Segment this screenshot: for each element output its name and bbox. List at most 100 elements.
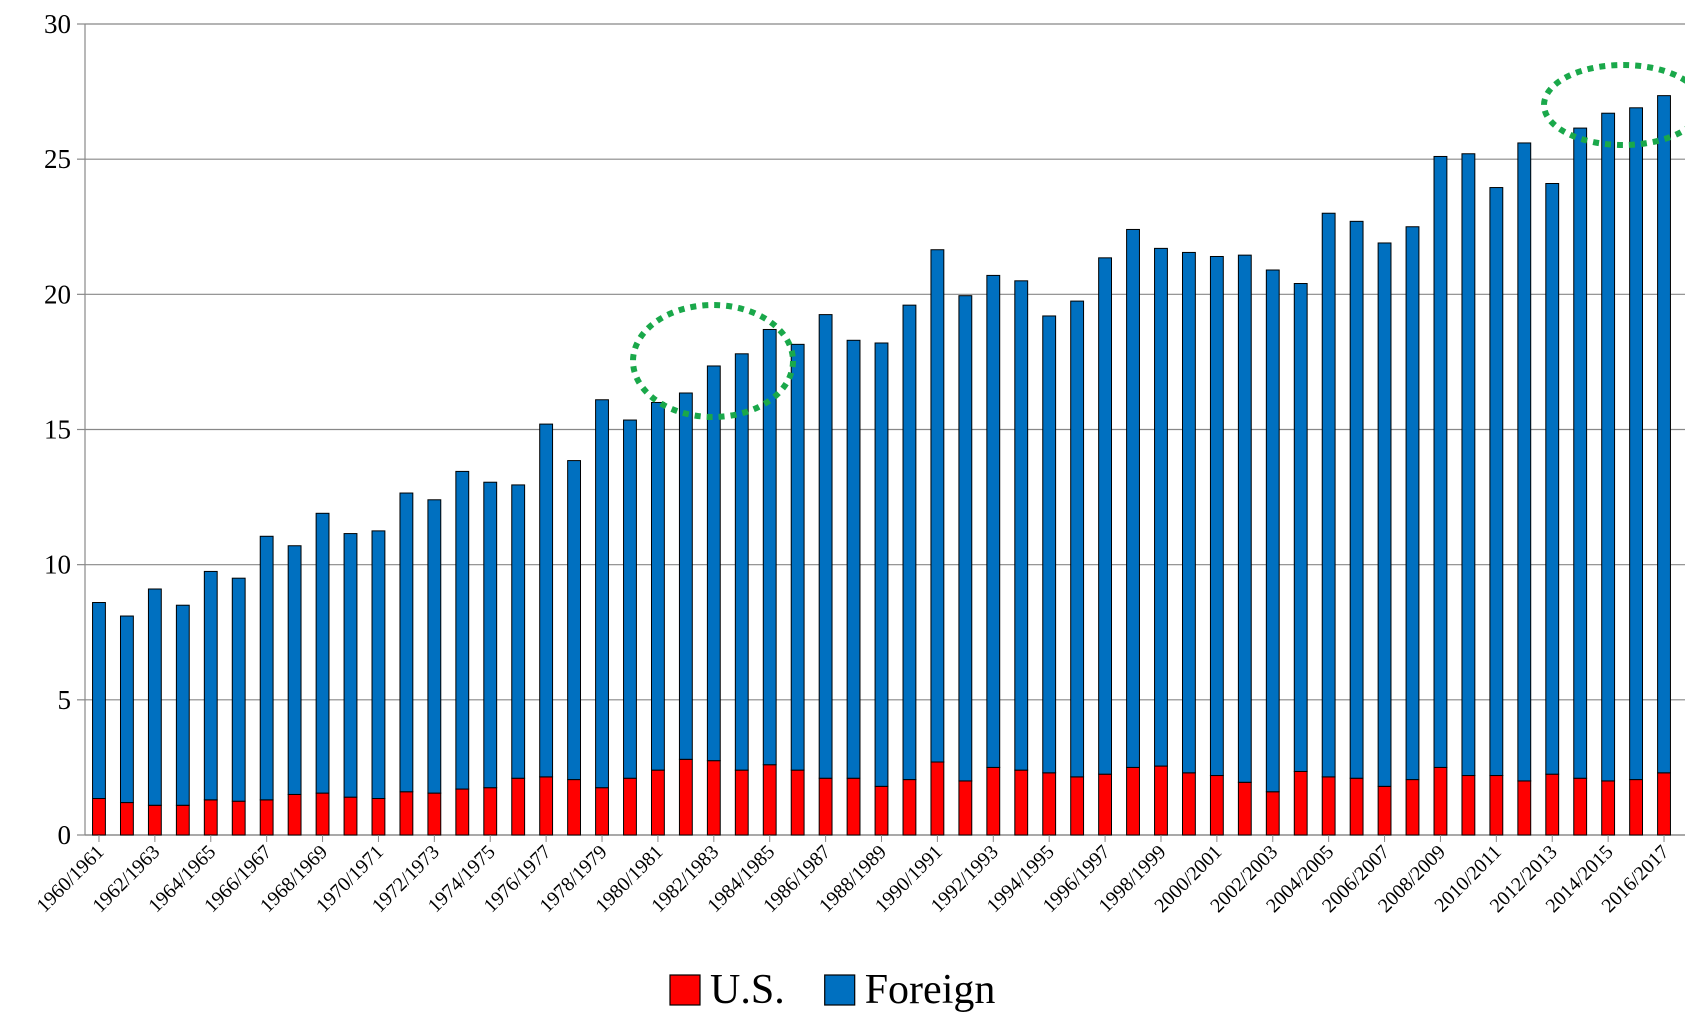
- bar-segment: [595, 787, 609, 836]
- legend-label: Foreign: [865, 967, 996, 1013]
- bar-segment: [371, 530, 386, 800]
- bar-segment: [1349, 220, 1364, 779]
- bar-segment: [846, 777, 861, 836]
- bar-segment: [706, 365, 721, 762]
- bar-segment: [1601, 780, 1616, 836]
- bar-segment: [818, 314, 833, 779]
- bar-segment: [650, 401, 665, 771]
- bar-segment: [343, 796, 358, 836]
- bar-segment: [147, 588, 162, 806]
- bar-segment: [92, 602, 106, 800]
- bar-segment: [1098, 773, 1113, 836]
- bar-segment: [119, 802, 134, 836]
- bar-segment: [1573, 777, 1588, 836]
- bar-segment: [595, 399, 609, 789]
- bar-segment: [1377, 242, 1392, 787]
- bar-segment: [427, 792, 442, 836]
- bar-segment: [1237, 254, 1252, 783]
- bar-segment: [231, 800, 246, 836]
- bar-segment: [1154, 247, 1168, 767]
- bar-segment: [1433, 766, 1448, 836]
- bar-segment: [92, 798, 106, 836]
- bar-segment: [1293, 283, 1308, 772]
- bar-segment: [343, 533, 358, 798]
- y-tick-label: 20: [44, 279, 71, 309]
- bar-segment: [762, 764, 777, 836]
- bar-segment: [790, 343, 805, 771]
- bar-segment: [259, 535, 274, 801]
- bar-segment: [1014, 769, 1029, 836]
- bar-segment: [1405, 779, 1420, 836]
- bar-segment: [1181, 772, 1196, 836]
- bar-segment: [1545, 773, 1560, 836]
- bar-segment: [175, 804, 190, 836]
- bar-segment: [734, 353, 749, 771]
- bar-segment: [706, 760, 721, 836]
- legend-swatch: [824, 974, 856, 1006]
- bar-segment: [1461, 153, 1476, 777]
- bar-segment: [1405, 226, 1420, 781]
- bar-segment: [287, 793, 302, 836]
- bar-segment: [511, 777, 526, 836]
- bar-segment: [1349, 777, 1364, 836]
- bar-segment: [958, 780, 973, 836]
- bar-segment: [539, 776, 554, 836]
- bar-segment: [1629, 107, 1644, 781]
- y-tick-label: 15: [44, 415, 71, 445]
- highlight-ellipse: [630, 302, 796, 420]
- bar-segment: [511, 484, 526, 779]
- bar-segment: [930, 761, 945, 836]
- bar-segment: [1098, 257, 1113, 775]
- y-tick-label: 5: [58, 685, 72, 715]
- bar-segment: [483, 481, 498, 789]
- bar-segment: [1657, 95, 1671, 774]
- bar-segment: [902, 304, 917, 781]
- bar-segment: [259, 799, 274, 836]
- bar-segment: [1377, 785, 1392, 836]
- bar-segment: [734, 769, 749, 836]
- bar-segment: [483, 787, 498, 836]
- bar-segment: [203, 799, 218, 836]
- bar-segment: [1657, 772, 1671, 836]
- bar-segment: [1126, 228, 1140, 768]
- bar-segment: [1209, 255, 1224, 777]
- bar-segment: [567, 779, 582, 836]
- bar-segment: [902, 779, 917, 836]
- bar-segment: [1321, 212, 1336, 778]
- bar-segment: [1070, 776, 1085, 836]
- legend-swatch: [669, 974, 701, 1006]
- bar-segment: [315, 512, 330, 794]
- bar-segment: [1517, 780, 1532, 836]
- bar-segment: [986, 766, 1001, 836]
- bar-segment: [762, 328, 777, 766]
- bar-segment: [1601, 112, 1616, 782]
- bar-segment: [1545, 182, 1560, 775]
- legend-label: U.S.: [710, 967, 785, 1013]
- bar-segment: [1209, 775, 1224, 836]
- bar-segment: [399, 791, 414, 836]
- bar-segment: [623, 777, 637, 836]
- bar-segment: [650, 769, 665, 836]
- bar-segment: [203, 570, 218, 801]
- bar-segment: [986, 274, 1001, 768]
- legend: U.S. Foreign: [669, 967, 996, 1013]
- bar-segment: [287, 545, 302, 795]
- bar-segment: [790, 769, 805, 836]
- bar-segment: [539, 423, 554, 778]
- bar-segment: [1042, 772, 1057, 836]
- bar-segment: [958, 295, 973, 782]
- bar-segment: [1629, 779, 1644, 836]
- bar-segment: [1070, 300, 1085, 778]
- bar-segment: [1489, 187, 1504, 777]
- bar-segment: [315, 792, 330, 836]
- bar-segment: [1461, 775, 1476, 836]
- bar-segment: [846, 339, 861, 779]
- bar-segment: [874, 342, 889, 787]
- bar-segment: [427, 499, 442, 794]
- bar-segment: [1433, 155, 1448, 768]
- bar-segment: [623, 419, 637, 779]
- y-tick-label: 10: [44, 550, 71, 580]
- bar-segment: [1265, 791, 1280, 836]
- bar-segment: [371, 798, 386, 836]
